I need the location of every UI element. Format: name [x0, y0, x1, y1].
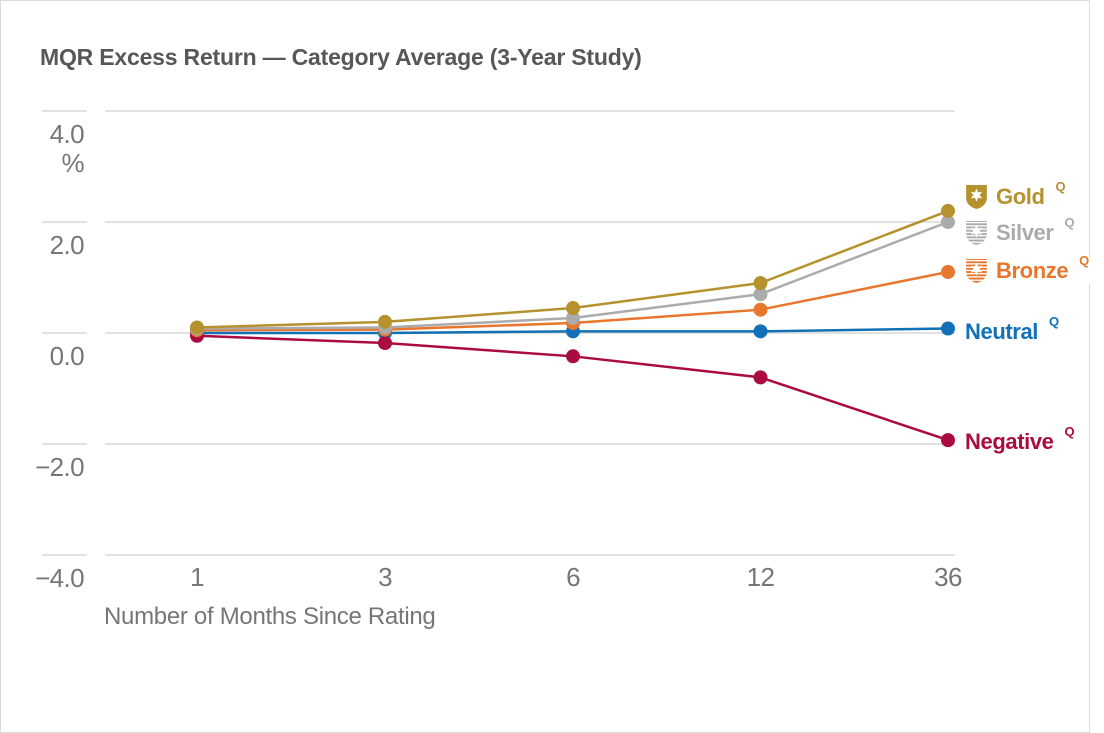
legend-silver: Silver Q: [965, 215, 1079, 246]
legend-silver-label: Silver: [996, 219, 1054, 245]
gold-medal-icon: [965, 184, 988, 210]
y-tick-label: 4.0%: [49, 119, 85, 178]
series-gold: [190, 203, 955, 335]
series-negative-point: [378, 335, 392, 350]
series-bronze-point: [753, 302, 768, 317]
series-neutral-point: [753, 324, 768, 339]
x-tick-label: 12: [746, 562, 775, 592]
series-gold-point: [378, 314, 392, 329]
x-tick-label: 3: [378, 562, 392, 592]
series-gold-point: [753, 276, 768, 291]
series-negative: [190, 328, 955, 448]
series-silver-point: [566, 311, 580, 326]
x-tick-label: 36: [934, 562, 962, 592]
series-bronze-point: [941, 264, 955, 279]
legend-gold-qualifier: Q: [1055, 179, 1066, 194]
x-tick-label: 6: [566, 562, 580, 592]
legend-neutral-label: Neutral: [965, 318, 1038, 344]
legend-silver-qualifier: Q: [1064, 215, 1075, 230]
series-neutral-point: [941, 321, 955, 336]
x-axis-title: Number of Months Since Rating: [104, 603, 436, 630]
silver-medal-icon: [965, 220, 988, 246]
legend-gold-label: Gold: [996, 183, 1045, 209]
legend-negative: Negative Q: [965, 424, 1079, 455]
legend-bronze-label: Bronze: [996, 257, 1069, 283]
series-silver-point: [753, 287, 768, 302]
series-negative-point: [753, 370, 768, 385]
y-tick-label: 2.0: [49, 230, 85, 260]
series-negative-point: [941, 433, 955, 448]
y-axis-unit: %: [61, 148, 84, 178]
chart-title: MQR Excess Return — Category Average (3-…: [40, 44, 642, 70]
legend-neutral-qualifier: Q: [1049, 314, 1059, 329]
legend-negative-qualifier: Q: [1064, 424, 1075, 439]
series-silver-point: [941, 215, 955, 229]
x-tick-label: 1: [190, 562, 204, 592]
y-tick-label: −2.0: [35, 452, 85, 482]
series-negative-point: [566, 349, 580, 364]
series-gold-point: [190, 320, 204, 335]
y-tick-label: −4.0: [35, 563, 85, 593]
legend-gold: Gold Q: [965, 179, 1070, 210]
series-gold-point: [566, 301, 580, 316]
legend-bronze-qualifier: Q: [1079, 253, 1089, 268]
series-silver: [190, 215, 955, 336]
series-gold-point: [941, 203, 955, 218]
legend-neutral: Neutral Q: [965, 314, 1063, 345]
y-tick-label: 0.0: [49, 341, 85, 371]
legend-negative-label: Negative: [965, 428, 1054, 454]
bronze-medal-icon: [965, 258, 988, 284]
legend-bronze: Bronze Q: [965, 253, 1093, 284]
